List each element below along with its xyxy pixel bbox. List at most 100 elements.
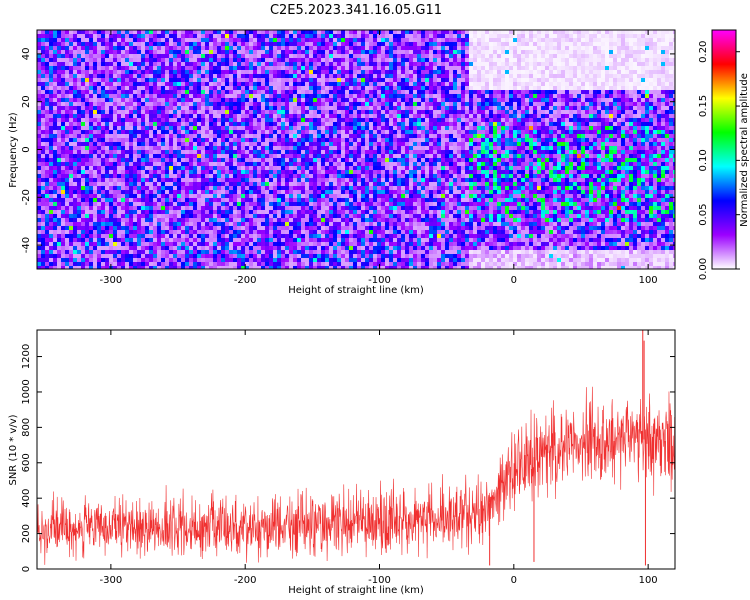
heatmap-cell (93, 94, 97, 98)
heatmap-cell (161, 94, 165, 98)
heatmap-cell (193, 206, 197, 210)
heatmap-cell (181, 30, 185, 34)
heatmap-cell (149, 182, 153, 186)
heatmap-cell (53, 254, 57, 258)
heatmap-cell (357, 154, 361, 158)
heatmap-cell (237, 182, 241, 186)
heatmap-cell (61, 70, 65, 74)
heatmap-cell (221, 74, 225, 78)
heatmap-cell (309, 258, 313, 262)
heatmap-cell (269, 150, 273, 154)
heatmap-cell (213, 174, 217, 178)
heatmap-cell (221, 210, 225, 214)
heatmap-cell (341, 182, 345, 186)
heatmap-cell (313, 82, 317, 86)
heatmap-cell (53, 182, 57, 186)
heatmap-cell (265, 242, 269, 246)
heatmap-cell (81, 246, 85, 250)
heatmap-cell (101, 202, 105, 206)
heatmap-cell (325, 78, 329, 82)
heatmap-cell (229, 102, 233, 106)
heatmap-cell (285, 190, 289, 194)
heatmap-cell (49, 250, 53, 254)
heatmap-cell (169, 166, 173, 170)
heatmap-cell (289, 226, 293, 230)
heatmap-cell (189, 110, 193, 114)
heatmap-cell (125, 262, 129, 266)
heatmap-cell (97, 246, 101, 250)
heatmap-cell (165, 266, 169, 269)
heatmap-cell (81, 58, 85, 62)
heatmap-cell (97, 46, 101, 50)
heatmap-cell (89, 114, 93, 118)
heatmap-cell (37, 126, 41, 130)
heatmap-cell (361, 30, 365, 34)
heatmap-cell (185, 194, 189, 198)
heatmap-cell (313, 182, 317, 186)
heatmap-cell (245, 178, 249, 182)
heatmap-cell (301, 142, 305, 146)
heatmap-cell (189, 234, 193, 238)
heatmap-cell (301, 194, 305, 198)
heatmap-cell (353, 218, 357, 222)
heatmap-cell (41, 238, 45, 242)
heatmap-cell (109, 50, 113, 54)
heatmap-cell (121, 130, 125, 134)
heatmap-cell (89, 94, 93, 98)
heatmap-cell (189, 70, 193, 74)
heatmap-cell (265, 186, 269, 190)
heatmap-cell (113, 258, 117, 262)
heatmap-cell (85, 106, 89, 110)
heatmap-cell (341, 178, 345, 182)
heatmap-cell (349, 122, 353, 126)
heatmap-cell (361, 74, 365, 78)
heatmap-cell (73, 82, 77, 86)
heatmap-cell (309, 50, 313, 54)
heatmap-cell (73, 86, 77, 90)
heatmap-cell (165, 46, 169, 50)
heatmap-cell (185, 78, 189, 82)
heatmap-cell (97, 122, 101, 126)
heatmap-cell (37, 238, 41, 242)
heatmap-cell (73, 158, 77, 162)
heatmap-cell (133, 206, 137, 210)
heatmap-cell (281, 178, 285, 182)
heatmap-cell (269, 126, 273, 130)
heatmap-cell (173, 266, 177, 269)
heatmap-cell (325, 118, 329, 122)
heatmap-cell (161, 226, 165, 230)
heatmap-cell (229, 230, 233, 234)
heatmap-cell (269, 234, 273, 238)
heatmap-cell (357, 162, 361, 166)
heatmap-cell (333, 254, 337, 258)
heatmap-cell (201, 98, 205, 102)
heatmap-cell (361, 114, 365, 118)
heatmap-cell (357, 74, 361, 78)
heatmap-cell (41, 206, 45, 210)
heatmap-cell (189, 242, 193, 246)
heatmap-cell (185, 150, 189, 154)
heatmap-cell (125, 186, 129, 190)
heatmap-cell (209, 94, 213, 98)
heatmap-cell (77, 102, 81, 106)
heatmap-cell (225, 214, 229, 218)
heatmap-cell (225, 62, 229, 66)
heatmap-cell (217, 130, 221, 134)
heatmap-cell (321, 118, 325, 122)
heatmap-cell (133, 162, 137, 166)
heatmap-cell (197, 134, 201, 138)
heatmap-cell (165, 86, 169, 90)
heatmap-cell (349, 90, 353, 94)
heatmap-cell (321, 30, 325, 34)
heatmap-cell (277, 214, 281, 218)
heatmap-cell (81, 162, 85, 166)
heatmap-cell (353, 138, 357, 142)
heatmap-cell (269, 166, 273, 170)
heatmap-cell (313, 66, 317, 70)
heatmap-cell (45, 194, 49, 198)
heatmap-cell (189, 170, 193, 174)
heatmap-cell (245, 30, 249, 34)
heatmap-cell (253, 146, 257, 150)
heatmap-cell (89, 242, 93, 246)
heatmap-cell (325, 98, 329, 102)
